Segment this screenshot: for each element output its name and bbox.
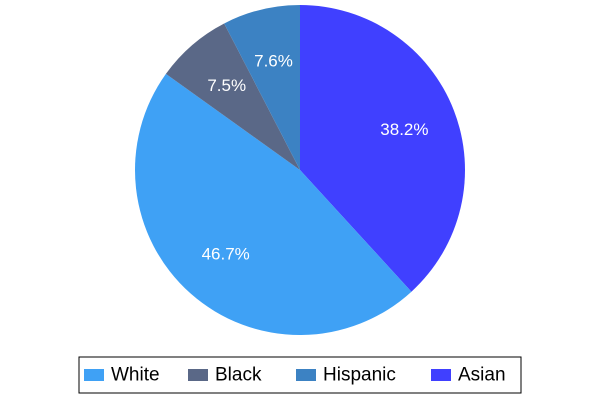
legend-label-hispanic: Hispanic [323, 365, 396, 386]
legend-swatch-black [188, 369, 208, 381]
pie-slice-label-black: 7.5% [207, 76, 246, 95]
legend: White Black Hispanic Asian [78, 356, 522, 394]
legend-swatch-asian [431, 369, 451, 381]
pie-slice-white [135, 73, 412, 335]
legend-label-asian: Asian [458, 365, 506, 386]
pie-slice-label-white: 46.7% [202, 244, 250, 263]
pie-slice-asian [300, 5, 465, 292]
pie-slice-hispanic [224, 5, 300, 170]
pie-slice-label-asian: 38.2% [380, 120, 428, 139]
legend-swatch-white [84, 369, 104, 381]
legend-label-white: White [111, 365, 160, 386]
legend-label-black: Black [215, 365, 262, 386]
pie-slice-black [165, 23, 300, 170]
legend-swatch-hispanic [296, 369, 316, 381]
pie-slice-labels: 38.2% 46.7% 7.5% 7.6% [202, 52, 429, 264]
pie-slices [135, 5, 465, 335]
pie-slice-label-hispanic: 7.6% [254, 52, 293, 71]
